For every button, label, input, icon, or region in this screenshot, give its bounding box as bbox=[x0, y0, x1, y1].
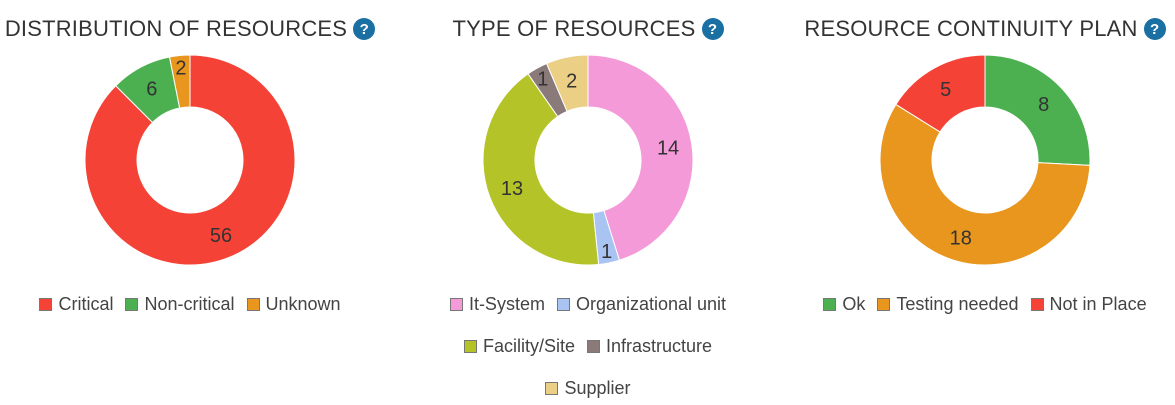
legend-swatch bbox=[1030, 297, 1044, 311]
slice-supplier[interactable] bbox=[545, 54, 589, 112]
legend-item-it-system[interactable]: It-System bbox=[449, 292, 545, 316]
legend-label: Non-critical bbox=[144, 293, 235, 314]
continuity-panel: RESOURCE CONTINUITY PLAN ? 8 18 5 Ok Testin… bbox=[795, 0, 1175, 405]
legend-swatch bbox=[556, 297, 570, 311]
slice-facility-site[interactable] bbox=[482, 73, 600, 266]
data-label-it-system: 14 bbox=[657, 138, 679, 160]
distribution-legend: Critical Non-critical Unknown bbox=[0, 292, 380, 316]
legend-item-non-critical[interactable]: Non-critical bbox=[125, 292, 235, 316]
legend-item-testing-needed[interactable]: Testing needed bbox=[877, 292, 1019, 316]
question-circle-icon[interactable]: ? bbox=[353, 18, 376, 40]
slice-not-in-place[interactable] bbox=[895, 54, 986, 133]
slice-it-system[interactable] bbox=[587, 54, 694, 261]
legend-item-not-in-place[interactable]: Not in Place bbox=[1030, 292, 1147, 316]
legend-item-infrastructure[interactable]: Infrastructure bbox=[586, 334, 713, 358]
legend-swatch bbox=[246, 297, 260, 311]
legend-item-supplier[interactable]: Supplier bbox=[545, 376, 631, 400]
legend-label: Ok bbox=[842, 293, 866, 314]
legend-label: Unknown bbox=[265, 293, 341, 314]
chart-title: RESOURCE CONTINUITY PLAN bbox=[804, 16, 1138, 41]
legend-item-facility-site[interactable]: Facility/Site bbox=[463, 334, 575, 358]
legend-swatch bbox=[586, 339, 600, 353]
legend-swatch bbox=[39, 297, 53, 311]
slice-unknown[interactable] bbox=[168, 54, 191, 109]
legend-swatch bbox=[823, 297, 837, 311]
legend-swatch bbox=[463, 339, 477, 353]
legend-label: Organizational unit bbox=[575, 293, 727, 314]
distribution-title-row: DISTRIBUTION OF RESOURCES ? bbox=[0, 14, 380, 44]
legend-item-unknown[interactable]: Unknown bbox=[246, 292, 341, 316]
slice-critical[interactable] bbox=[84, 54, 296, 266]
type-legend: It-System Organizational unit Facility/Sit… bbox=[438, 292, 738, 400]
data-label-ok: 8 bbox=[1038, 94, 1049, 116]
legend-label: Testing needed bbox=[896, 293, 1019, 314]
data-label-facility-site: 13 bbox=[501, 178, 523, 200]
legend-label: Supplier bbox=[564, 377, 631, 398]
chart-title: DISTRIBUTION OF RESOURCES bbox=[4, 16, 348, 41]
data-label-critical: 56 bbox=[210, 225, 232, 247]
chart-title: TYPE OF RESOURCES bbox=[452, 16, 696, 41]
data-label-infrastructure: 1 bbox=[537, 69, 548, 91]
legend-swatch bbox=[877, 297, 891, 311]
data-label-organizational-unit: 1 bbox=[601, 241, 612, 263]
legend-item-organizational-unit[interactable]: Organizational unit bbox=[556, 292, 727, 316]
distribution-panel: DISTRIBUTION OF RESOURCES ? 56 6 2 Critica… bbox=[0, 0, 380, 405]
question-circle-icon[interactable]: ? bbox=[701, 18, 724, 40]
legend-label: Facility/Site bbox=[482, 335, 575, 356]
type-title-row: TYPE OF RESOURCES ? bbox=[398, 14, 778, 44]
legend-label: Infrastructure bbox=[605, 335, 713, 356]
legend-swatch bbox=[449, 297, 463, 311]
type-panel: TYPE OF RESOURCES ? 14 1 13 1 2 It-System Org… bbox=[398, 0, 778, 405]
slice-testing-needed[interactable] bbox=[879, 103, 1091, 266]
legend-swatch bbox=[125, 297, 139, 311]
data-label-not-in-place: 5 bbox=[940, 79, 951, 101]
legend-label: It-System bbox=[468, 293, 545, 314]
legend-swatch bbox=[545, 381, 559, 395]
data-label-unknown: 2 bbox=[175, 57, 186, 79]
legend-item-critical[interactable]: Critical bbox=[39, 292, 113, 316]
legend-label: Critical bbox=[58, 293, 114, 314]
data-label-non-critical: 6 bbox=[146, 79, 157, 101]
question-circle-icon[interactable]: ? bbox=[1143, 18, 1166, 40]
legend-item-ok[interactable]: Ok bbox=[823, 292, 865, 316]
data-label-testing-needed: 18 bbox=[950, 227, 972, 249]
data-label-supplier: 2 bbox=[566, 71, 577, 93]
continuity-title-row: RESOURCE CONTINUITY PLAN ? bbox=[795, 14, 1175, 44]
continuity-legend: Ok Testing needed Not in Place bbox=[795, 292, 1175, 316]
legend-label: Not in Place bbox=[1049, 293, 1147, 314]
slice-ok[interactable] bbox=[984, 54, 1091, 166]
distribution-donut: 56 62 bbox=[84, 54, 296, 266]
continuity-donut: 8 18 5 bbox=[879, 54, 1091, 266]
